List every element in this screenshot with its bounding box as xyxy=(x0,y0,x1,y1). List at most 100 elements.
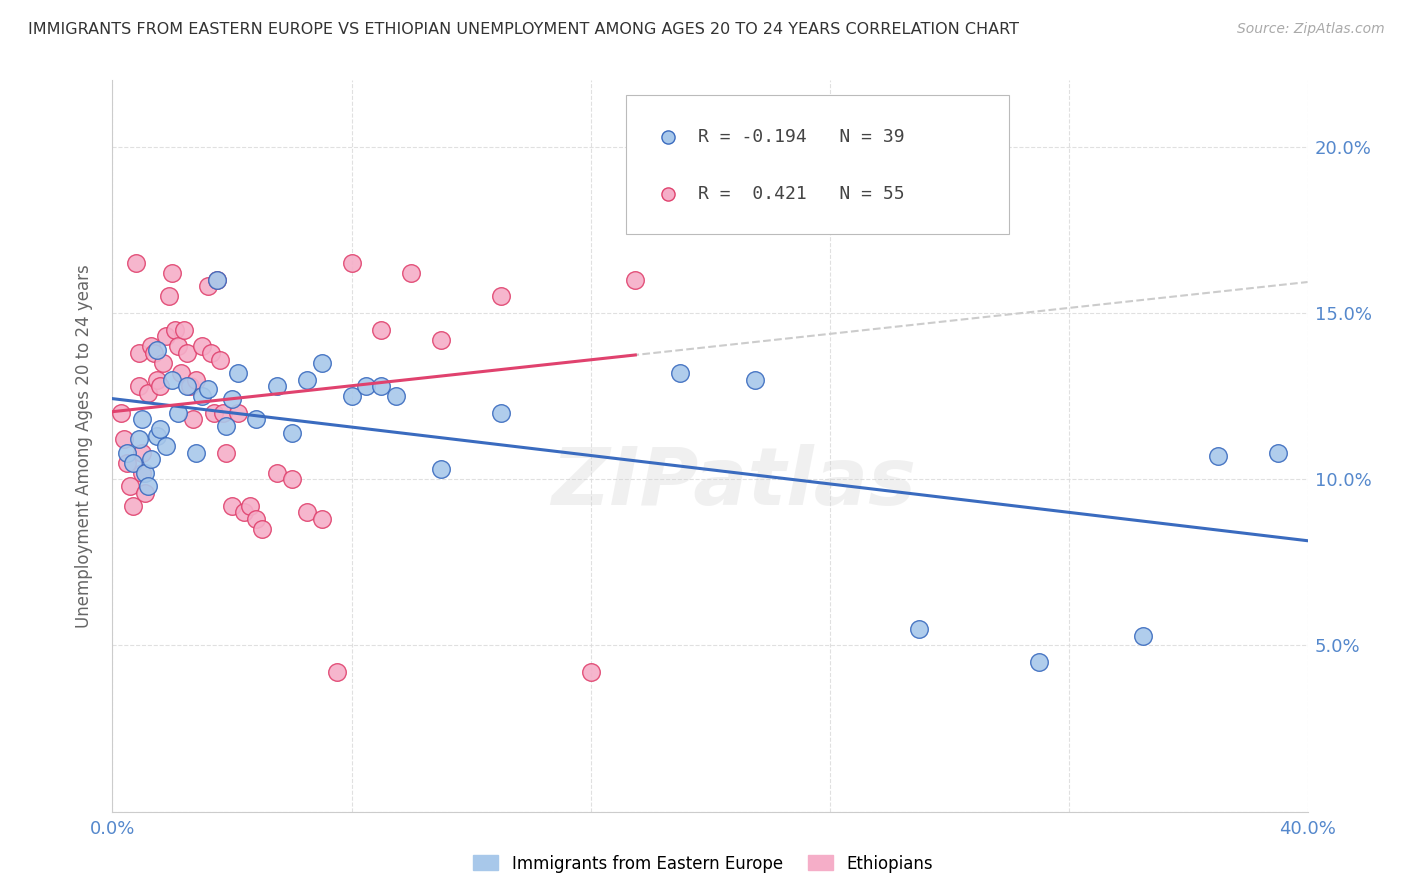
Point xyxy=(205,273,228,287)
Point xyxy=(340,256,363,270)
Point xyxy=(209,352,232,367)
Point xyxy=(167,406,190,420)
Point xyxy=(191,389,214,403)
Point xyxy=(131,412,153,426)
Point xyxy=(356,379,378,393)
Y-axis label: Unemployment Among Ages 20 to 24 years: Unemployment Among Ages 20 to 24 years xyxy=(75,264,93,628)
Point xyxy=(152,356,174,370)
Point xyxy=(131,445,153,459)
Point xyxy=(624,273,647,287)
Point xyxy=(165,323,187,337)
Point xyxy=(215,419,238,434)
Point xyxy=(239,499,262,513)
Point xyxy=(489,289,512,303)
Point xyxy=(146,343,169,357)
Point xyxy=(430,333,453,347)
Text: R = -0.194   N = 39: R = -0.194 N = 39 xyxy=(699,128,904,146)
Point xyxy=(131,466,153,480)
Text: Source: ZipAtlas.com: Source: ZipAtlas.com xyxy=(1237,22,1385,37)
Point xyxy=(117,445,139,459)
Point xyxy=(325,665,347,679)
Text: ZIPatlas: ZIPatlas xyxy=(551,443,917,522)
Point xyxy=(744,372,766,386)
FancyBboxPatch shape xyxy=(627,95,1010,234)
Point xyxy=(295,506,318,520)
Point xyxy=(311,512,333,526)
Point xyxy=(744,106,766,120)
Point xyxy=(141,452,163,467)
Point xyxy=(250,522,273,536)
Point xyxy=(173,323,195,337)
Point xyxy=(125,256,148,270)
Point xyxy=(221,499,243,513)
Point xyxy=(1132,628,1154,642)
Point xyxy=(1267,445,1289,459)
Point xyxy=(138,479,160,493)
Point xyxy=(281,425,304,440)
Point xyxy=(370,323,392,337)
Point xyxy=(120,479,142,493)
Point xyxy=(176,346,198,360)
Point xyxy=(114,433,135,447)
Point xyxy=(245,412,267,426)
Point xyxy=(128,379,150,393)
Point xyxy=(215,445,238,459)
Point xyxy=(295,372,318,386)
Point xyxy=(311,356,333,370)
Point xyxy=(162,266,183,280)
Point xyxy=(212,406,235,420)
Point xyxy=(205,273,228,287)
Point xyxy=(162,372,183,386)
Point xyxy=(197,383,219,397)
Point xyxy=(122,499,145,513)
Text: IMMIGRANTS FROM EASTERN EUROPE VS ETHIOPIAN UNEMPLOYMENT AMONG AGES 20 TO 24 YEA: IMMIGRANTS FROM EASTERN EUROPE VS ETHIOP… xyxy=(28,22,1019,37)
Point xyxy=(141,339,163,353)
Point xyxy=(179,379,201,393)
Point xyxy=(122,456,145,470)
Point xyxy=(266,379,288,393)
Point xyxy=(200,346,222,360)
Point xyxy=(138,385,160,400)
Point xyxy=(170,366,193,380)
Point xyxy=(489,406,512,420)
Point xyxy=(197,279,219,293)
Point xyxy=(155,439,177,453)
Point xyxy=(149,379,172,393)
Point xyxy=(226,366,249,380)
Point xyxy=(191,339,214,353)
Point xyxy=(128,346,150,360)
Point xyxy=(181,412,204,426)
Point xyxy=(149,422,172,436)
Point xyxy=(908,622,931,636)
Text: R =  0.421   N = 55: R = 0.421 N = 55 xyxy=(699,185,904,202)
Point xyxy=(226,406,249,420)
Point xyxy=(579,665,602,679)
Point xyxy=(110,406,132,420)
Point xyxy=(186,372,208,386)
Point xyxy=(669,366,692,380)
Point xyxy=(233,506,256,520)
Point xyxy=(1028,655,1050,669)
Point xyxy=(401,266,423,280)
Point xyxy=(117,456,139,470)
Point xyxy=(1206,449,1229,463)
Point xyxy=(370,379,392,393)
Point xyxy=(157,289,180,303)
Point xyxy=(176,379,198,393)
Legend: Immigrants from Eastern Europe, Ethiopians: Immigrants from Eastern Europe, Ethiopia… xyxy=(467,848,939,880)
Point xyxy=(128,433,150,447)
Point xyxy=(340,389,363,403)
Point xyxy=(266,466,288,480)
Point xyxy=(146,372,169,386)
Point xyxy=(221,392,243,407)
Point xyxy=(385,389,408,403)
Point xyxy=(245,512,267,526)
Point xyxy=(167,339,190,353)
Point xyxy=(146,429,169,443)
Point xyxy=(134,466,156,480)
Point xyxy=(186,445,208,459)
Point xyxy=(134,485,156,500)
Point xyxy=(281,472,304,486)
Point xyxy=(155,329,177,343)
Point xyxy=(202,406,225,420)
